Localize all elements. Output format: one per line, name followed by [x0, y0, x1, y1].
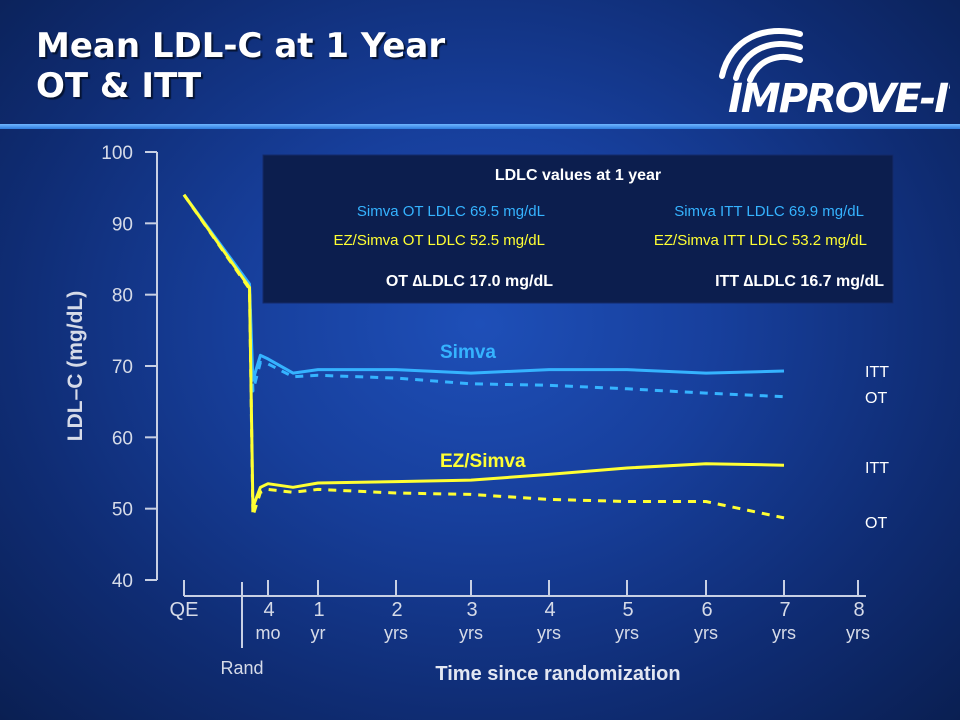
x-tick-unit: yrs: [694, 623, 718, 643]
ez-simva-itt-label: ITT: [865, 460, 889, 477]
x-tick-label: 3: [466, 599, 477, 621]
simva-ot-label: OT: [865, 390, 887, 407]
series-label-ez-simva: EZ/Simva: [440, 451, 526, 472]
rand-label: Rand: [220, 658, 263, 678]
series-label-simva: Simva: [440, 342, 496, 363]
summary-itt-delta: ITT ∆LDLC 16.7 mg/dL: [715, 273, 884, 290]
chart-labels: Simva EZ/Simva ITT OT ITT OT LDL–C (mg/d…: [64, 291, 889, 685]
x-tick-label: 4: [544, 599, 555, 621]
x-tick-unit: yrs: [615, 623, 639, 643]
simva-itt-label: ITT: [865, 364, 889, 381]
y-tick-label: 100: [101, 143, 133, 164]
logo-swoosh-1: [719, 28, 803, 79]
y-tick-label: 80: [112, 286, 133, 307]
x-tick-label: QE: [170, 599, 199, 621]
x-tick-label: 8: [853, 599, 864, 621]
summary-heading: LDLC values at 1 year: [495, 167, 661, 184]
summary-box-bg: [262, 154, 894, 304]
x-tick-unit: yrs: [846, 623, 870, 643]
x-tick-unit: yrs: [772, 623, 796, 643]
x-tick-label: 6: [701, 599, 712, 621]
logo-text: IMPROVE-IT: [728, 76, 950, 122]
title-line-1: Mean LDL-C at 1 Year: [36, 26, 446, 66]
x-tick-label: 2: [391, 599, 402, 621]
title-line-2: OT & ITT: [36, 66, 202, 106]
y-tick-label: 60: [112, 428, 133, 449]
x-tick-unit: yrs: [384, 623, 408, 643]
x-tick-label: 1: [313, 599, 324, 621]
y-tick-label: 40: [112, 571, 133, 592]
title-divider: [0, 124, 960, 129]
x-tick-unit: yrs: [459, 623, 483, 643]
improve-it-logo: IMPROVE-IT: [719, 28, 950, 122]
x-tick-unit: yrs: [537, 623, 561, 643]
summary-simva-itt: Simva ITT LDLC 69.9 mg/dL: [674, 203, 864, 220]
summary-ez-ot: EZ/Simva OT LDLC 52.5 mg/dL: [334, 232, 545, 249]
logo-swoosh-3: [747, 53, 803, 83]
simva-itt-line: [182, 193, 785, 382]
x-tick-label: 7: [779, 599, 790, 621]
slide-title: Mean LDL-C at 1 Year OT & ITT: [36, 26, 445, 106]
summary-ez-itt: EZ/Simva ITT LDLC 53.2 mg/dL: [654, 232, 867, 249]
summary-ot-delta: OT ∆LDLC 17.0 mg/dL: [386, 273, 553, 290]
summary-box: LDLC values at 1 year Simva OT LDLC 69.5…: [262, 154, 894, 304]
y-tick-label: 90: [112, 214, 133, 235]
simva-ot-line: [182, 193, 785, 399]
ez-simva-ot-line: [182, 193, 785, 520]
y-tick-label: 50: [112, 500, 133, 521]
ez-simva-ot-label: OT: [865, 515, 887, 532]
x-tick-label: 5: [622, 599, 633, 621]
y-axis-label: LDL–C (mg/dL): [64, 291, 87, 441]
summary-simva-ot: Simva OT LDLC 69.5 mg/dL: [357, 203, 545, 220]
chart-marks: [182, 193, 785, 520]
x-tick-unit: mo: [255, 623, 280, 643]
x-tick-label: 4: [263, 599, 274, 621]
y-tick-label: 70: [112, 357, 133, 378]
logo-swoosh-2: [733, 40, 803, 81]
x-tick-unit: yr: [311, 623, 326, 643]
x-axis-label: Time since randomization: [435, 663, 680, 685]
